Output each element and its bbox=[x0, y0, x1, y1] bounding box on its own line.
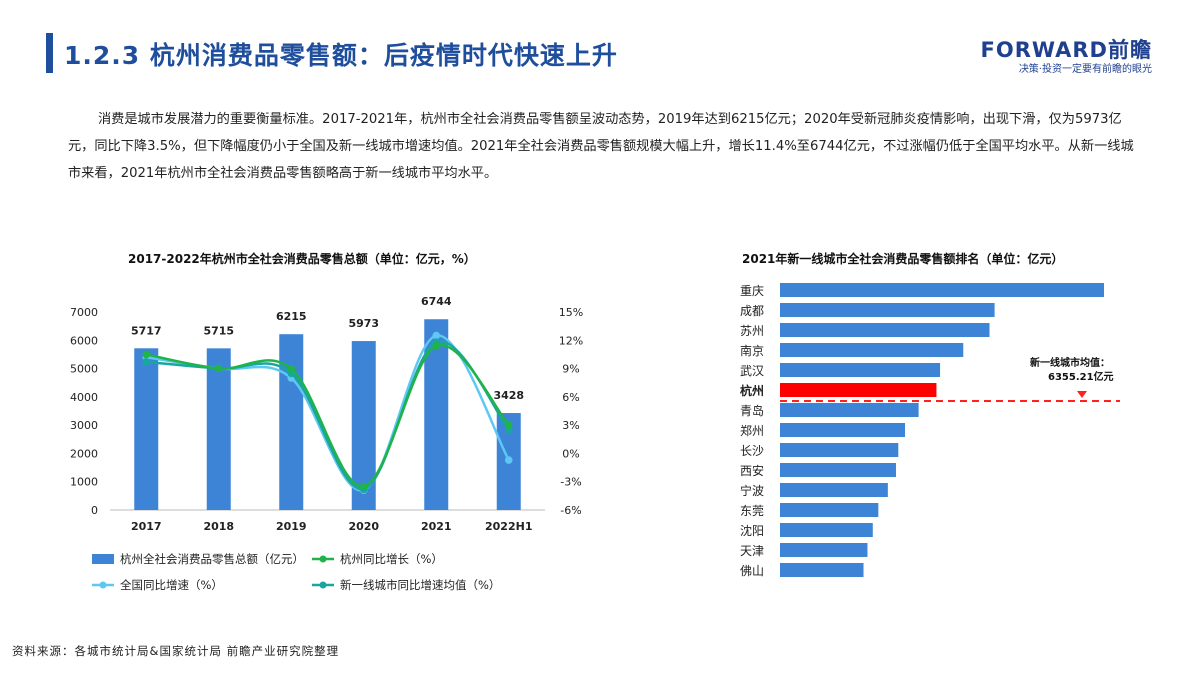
city-label: 沈阳 bbox=[740, 523, 764, 538]
national-growth-point bbox=[504, 456, 513, 464]
sales-bar bbox=[134, 348, 159, 510]
x-tick-label: 2019 bbox=[276, 520, 307, 533]
right-y-tick: 9% bbox=[562, 363, 579, 376]
national-growth-line bbox=[146, 334, 510, 492]
city-label: 西安 bbox=[740, 463, 764, 478]
bar-value-label: 3428 bbox=[493, 389, 524, 402]
hangzhou-growth-point bbox=[214, 364, 223, 373]
legend-label: 新一线城市同比增速均值（%） bbox=[340, 578, 500, 592]
legend-label: 全国同比增速（%） bbox=[120, 578, 223, 592]
city-bar bbox=[780, 543, 868, 557]
city-bar bbox=[780, 503, 879, 517]
city-label: 成都 bbox=[740, 304, 764, 318]
x-tick-label: 2018 bbox=[203, 520, 234, 533]
right-y-tick: 12% bbox=[559, 334, 583, 347]
x-tick-label: 2020 bbox=[348, 520, 379, 533]
left-y-tick: 4000 bbox=[70, 391, 98, 404]
legend-swatch-marker bbox=[99, 581, 107, 589]
right-y-tick: 15% bbox=[559, 306, 583, 319]
city-bar bbox=[780, 303, 995, 317]
bar-value-label: 5715 bbox=[203, 324, 234, 337]
brand-slogan: 决策·投资一定要有前瞻的眼光 bbox=[1018, 64, 1152, 75]
right-chart-title: 2021年新一线城市全社会消费品零售额排名（单位：亿元） bbox=[742, 252, 1064, 266]
hangzhou-growth-point bbox=[359, 482, 368, 491]
average-label: 新一线城市均值： bbox=[1030, 356, 1110, 369]
hangzhou-growth-line bbox=[146, 343, 510, 488]
city-bar bbox=[780, 443, 899, 457]
average-value-label: 6355.21亿元 bbox=[1048, 370, 1114, 383]
left-y-tick: 3000 bbox=[70, 419, 98, 432]
intro-paragraph: 消费是城市发展潜力的重要衡量标准。2017-2021年，杭州市全社会消费品零售额… bbox=[68, 112, 1134, 181]
city-label: 杭州 bbox=[740, 383, 764, 398]
city-label: 武汉 bbox=[740, 364, 764, 378]
hangzhou-growth-point bbox=[142, 350, 151, 359]
city-label: 东莞 bbox=[740, 504, 764, 518]
city-bar bbox=[780, 363, 941, 377]
title-accent-bar bbox=[46, 33, 53, 73]
right-y-tick: 3% bbox=[562, 419, 579, 432]
city-bar-highlight bbox=[780, 383, 937, 397]
city-bar bbox=[780, 563, 864, 577]
city-label: 天津 bbox=[740, 544, 764, 558]
city-bar bbox=[780, 423, 906, 437]
hangzhou-growth-point bbox=[432, 342, 441, 350]
x-tick-label: 2021 bbox=[421, 520, 452, 533]
tier1-avg-growth-point bbox=[142, 358, 151, 366]
left-y-tick: 5000 bbox=[70, 363, 98, 376]
left-chart-title: 2017-2022年杭州市全社会消费品零售总额（单位：亿元，%） bbox=[128, 252, 476, 266]
right-y-tick: 0% bbox=[562, 447, 579, 460]
bar-value-label: 5973 bbox=[348, 317, 379, 330]
sales-combo-chart: 0 1000 2000 3000 4000 5000 6000 7000 -6% -3% 0% 3% 6… bbox=[70, 295, 583, 592]
city-bar bbox=[780, 463, 896, 477]
legend-label: 杭州全社会消费品零售总额（亿元） bbox=[120, 552, 304, 566]
city-label: 佛山 bbox=[740, 564, 764, 578]
average-marker bbox=[1077, 391, 1087, 398]
legend-swatch-marker bbox=[319, 555, 327, 563]
city-label: 宁波 bbox=[740, 483, 764, 498]
right-y-tick: -6% bbox=[560, 504, 581, 517]
tier1-avg-growth-line bbox=[146, 340, 510, 491]
source-note: 资料来源：各城市统计局&国家统计局 前瞻产业研究院整理 bbox=[12, 644, 340, 658]
legend-swatch-marker bbox=[319, 581, 327, 589]
brand-logo: FORWARD前瞻 bbox=[980, 38, 1152, 62]
city-label: 青岛 bbox=[740, 403, 764, 418]
left-y-tick: 0 bbox=[91, 504, 98, 517]
page-title: 1.2.3 杭州消费品零售额：后疫情时代快速上升 bbox=[64, 41, 618, 70]
legend-swatch-bar bbox=[92, 554, 114, 564]
bar-value-label: 6215 bbox=[276, 310, 307, 323]
right-y-tick: 6% bbox=[562, 391, 579, 404]
city-label: 重庆 bbox=[740, 284, 764, 298]
city-label: 长沙 bbox=[740, 444, 764, 458]
hangzhou-growth-point bbox=[287, 364, 296, 373]
city-bar bbox=[780, 343, 964, 357]
city-bar bbox=[780, 323, 990, 337]
x-tick-label: 2022H1 bbox=[485, 520, 532, 533]
city-bar bbox=[780, 483, 888, 497]
hangzhou-growth-point bbox=[504, 421, 513, 429]
sales-bar bbox=[206, 348, 231, 510]
city-bar bbox=[780, 283, 1104, 297]
left-y-tick: 7000 bbox=[70, 306, 98, 319]
city-bar bbox=[780, 403, 919, 417]
x-tick-label: 2017 bbox=[131, 520, 162, 533]
left-y-tick: 2000 bbox=[70, 447, 98, 460]
city-label: 郑州 bbox=[740, 423, 764, 438]
legend-label: 杭州同比增长（%） bbox=[340, 552, 443, 566]
left-y-tick: 6000 bbox=[70, 334, 98, 347]
bar-value-label: 6744 bbox=[421, 295, 452, 308]
national-growth-point bbox=[432, 331, 441, 340]
city-label: 苏州 bbox=[740, 324, 764, 338]
city-bar bbox=[780, 523, 873, 537]
left-y-tick: 1000 bbox=[70, 476, 98, 489]
city-label: 南京 bbox=[740, 343, 764, 358]
right-y-tick: -3% bbox=[560, 476, 581, 489]
sales-bar bbox=[279, 334, 304, 510]
bar-value-label: 5717 bbox=[131, 324, 162, 337]
